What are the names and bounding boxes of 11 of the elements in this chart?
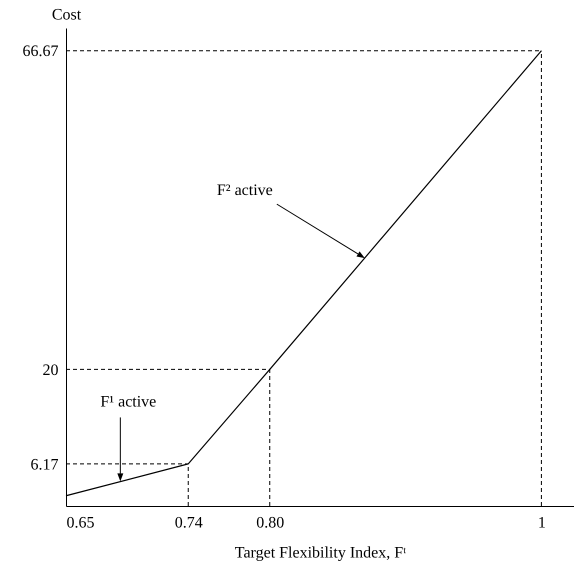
- y-tick-label: 20: [42, 362, 58, 379]
- annotation: F² active: [216, 182, 273, 200]
- x-tick-label: 0.74: [174, 514, 203, 532]
- x-tick-label: 0.65: [66, 514, 94, 532]
- x-tick-label: 0.80: [256, 514, 284, 532]
- annotation: F¹ active: [100, 393, 156, 410]
- x-tick-label: 1: [538, 514, 546, 532]
- y-tick-label: 6.17: [30, 456, 58, 474]
- y-tick-label: 66.67: [22, 43, 58, 60]
- y-axis-title: Cost: [52, 6, 82, 24]
- x-axis-title: Target Flexibility Index, Fᵗ: [234, 544, 406, 562]
